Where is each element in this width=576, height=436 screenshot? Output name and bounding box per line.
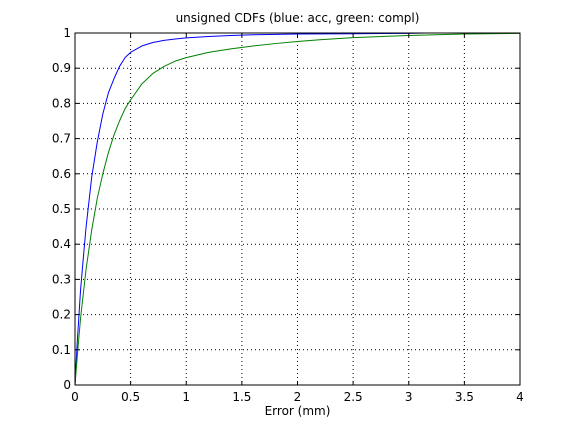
y-tick-label: 0.3	[52, 272, 71, 286]
y-tick-label: 0.4	[52, 237, 71, 251]
y-tick-label: 1	[63, 26, 71, 40]
ticks: 0 0.5 1 1.5 2 2.5 3 3.5 4 0 0.1 0.2 0.3 0.4 0.5 0.6 0.7 0…	[52, 26, 524, 404]
x-tick-label: 1.5	[232, 390, 251, 404]
y-tick-label: 0.6	[52, 167, 71, 181]
x-tick-label: 0.5	[121, 390, 140, 404]
grid	[75, 33, 520, 385]
chart-title: unsigned CDFs (blue: acc, green: compl)	[176, 11, 420, 25]
x-tick-label: 2	[294, 390, 302, 404]
x-tick-label: 0	[71, 390, 79, 404]
x-tick-label: 3	[405, 390, 413, 404]
y-tick-label: 0.7	[52, 132, 71, 146]
x-tick-label: 4	[516, 390, 524, 404]
x-tick-label: 3.5	[455, 390, 474, 404]
x-axis-label: Error (mm)	[265, 404, 331, 418]
x-tick-label: 1	[182, 390, 190, 404]
y-tick-label: 0.2	[52, 308, 71, 322]
series-line-1	[74, 32, 521, 386]
y-tick-label: 0.9	[52, 61, 71, 75]
series-line-0	[74, 32, 426, 386]
y-tick-label: 0	[63, 378, 71, 392]
y-tick-label: 0.5	[52, 202, 71, 216]
y-tick-label: 0.8	[52, 96, 71, 110]
series-layer	[74, 32, 521, 386]
y-tick-label: 0.1	[52, 343, 71, 357]
x-tick-label: 2.5	[344, 390, 363, 404]
